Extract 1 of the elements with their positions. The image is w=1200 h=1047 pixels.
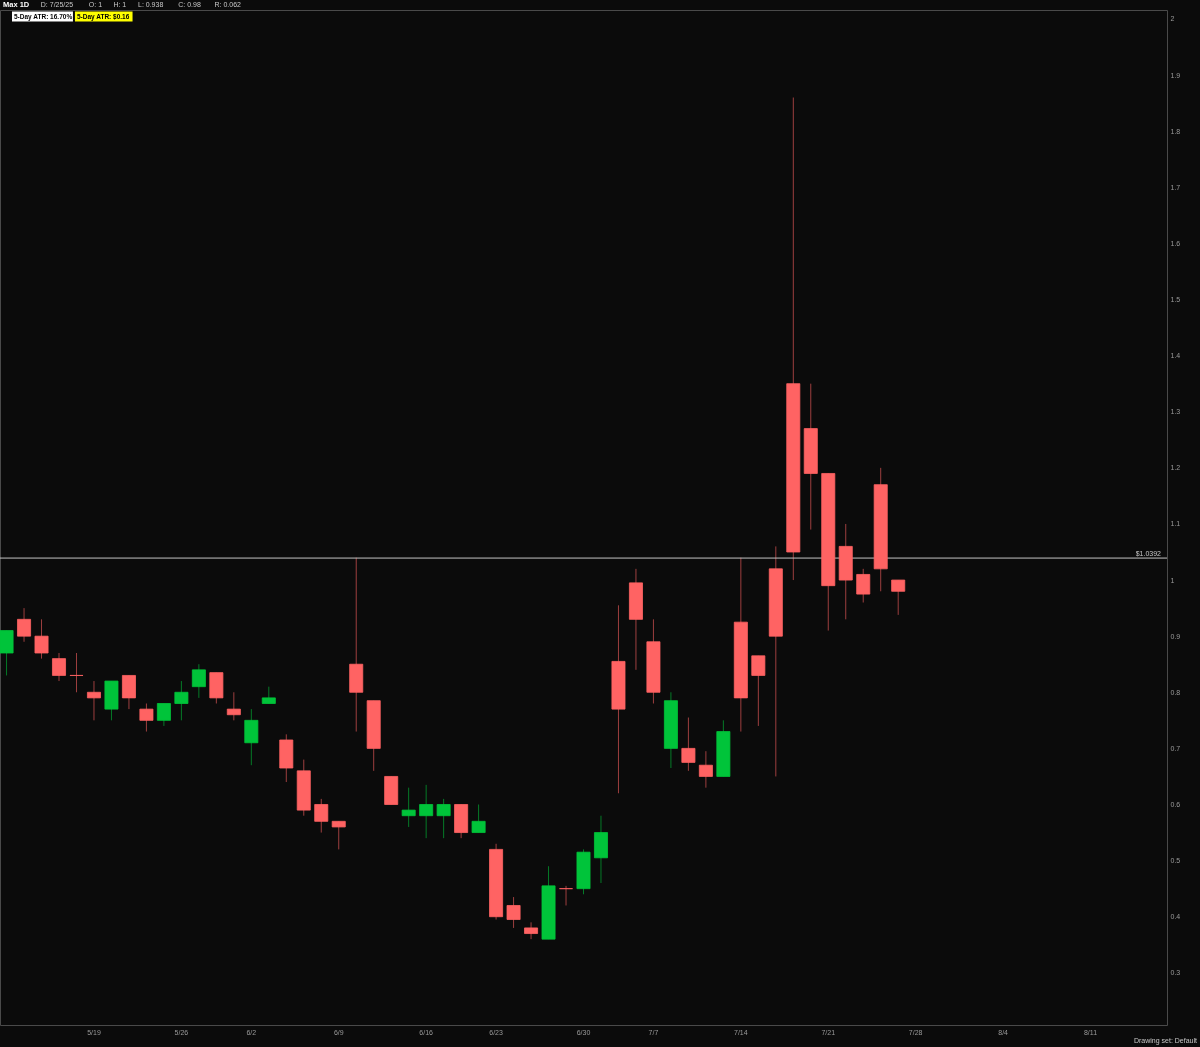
candlestick — [523, 921, 539, 940]
